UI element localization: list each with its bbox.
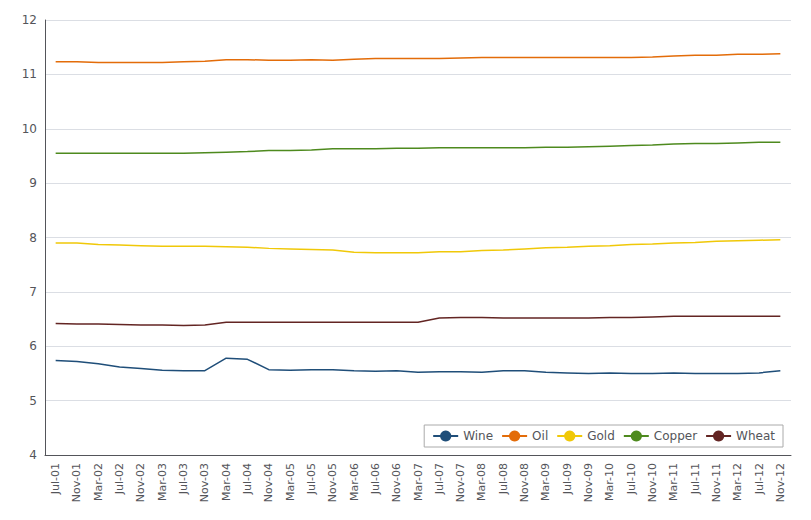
svg-text:Mar-12: Mar-12 (731, 463, 744, 501)
svg-text:Nov-11: Nov-11 (710, 463, 723, 502)
svg-text:Nov-03: Nov-03 (198, 463, 211, 502)
svg-text:Nov-08: Nov-08 (518, 463, 531, 502)
svg-text:Mar-05: Mar-05 (284, 463, 297, 501)
svg-text:Jul-09: Jul-09 (561, 463, 574, 495)
svg-text:Mar-03: Mar-03 (156, 463, 169, 501)
svg-text:Wine: Wine (463, 429, 493, 443)
svg-text:Jul-08: Jul-08 (497, 463, 510, 495)
svg-text:12: 12 (22, 13, 37, 27)
svg-text:9: 9 (29, 176, 37, 190)
svg-text:Jul-04: Jul-04 (241, 463, 254, 495)
svg-text:Jul-11: Jul-11 (689, 463, 702, 495)
svg-text:Oil: Oil (532, 429, 548, 443)
svg-text:Jul-02: Jul-02 (113, 463, 126, 495)
svg-text:Wheat: Wheat (736, 429, 775, 443)
svg-text:Mar-04: Mar-04 (220, 463, 233, 501)
svg-text:Nov-09: Nov-09 (582, 463, 595, 502)
svg-text:Nov-05: Nov-05 (326, 463, 339, 502)
svg-text:Nov-06: Nov-06 (390, 463, 403, 502)
svg-text:Nov-04: Nov-04 (262, 463, 275, 502)
svg-text:Jul-05: Jul-05 (305, 463, 318, 495)
svg-text:Mar-11: Mar-11 (667, 463, 680, 501)
svg-text:Nov-12: Nov-12 (774, 463, 787, 502)
svg-text:Nov-01: Nov-01 (70, 463, 83, 502)
svg-text:Nov-07: Nov-07 (454, 463, 467, 502)
svg-text:10: 10 (22, 122, 37, 136)
svg-text:Copper: Copper (654, 429, 697, 443)
svg-text:Mar-10: Mar-10 (603, 463, 616, 501)
svg-text:Mar-02: Mar-02 (92, 463, 105, 501)
svg-text:5: 5 (29, 394, 37, 408)
svg-text:Nov-10: Nov-10 (646, 463, 659, 502)
svg-text:Mar-08: Mar-08 (475, 463, 488, 501)
svg-text:Jul-12: Jul-12 (753, 463, 766, 495)
svg-text:Nov-02: Nov-02 (134, 463, 147, 502)
svg-text:Jul-06: Jul-06 (369, 463, 382, 495)
svg-text:Mar-09: Mar-09 (539, 463, 552, 501)
svg-text:7: 7 (29, 285, 37, 299)
svg-text:4: 4 (29, 448, 37, 462)
svg-text:Mar-06: Mar-06 (348, 463, 361, 501)
svg-text:11: 11 (22, 67, 37, 81)
svg-text:Jul-01: Jul-01 (49, 463, 62, 495)
svg-text:Jul-03: Jul-03 (177, 463, 190, 495)
svg-text:Mar-07: Mar-07 (412, 463, 425, 501)
svg-text:Jul-10: Jul-10 (625, 463, 638, 495)
svg-text:Jul-07: Jul-07 (433, 463, 446, 495)
svg-text:6: 6 (29, 339, 37, 353)
svg-text:8: 8 (29, 231, 37, 245)
svg-text:Gold: Gold (587, 429, 615, 443)
